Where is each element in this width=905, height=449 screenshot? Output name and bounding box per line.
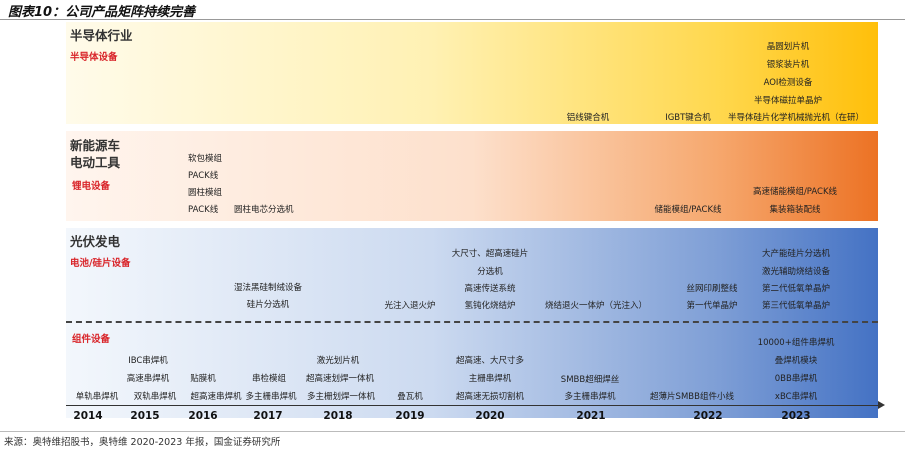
- product-2020-pv-4: 氢钝化烧结炉: [464, 301, 516, 311]
- product-2023-semi-3: AOI检测设备: [763, 78, 813, 88]
- product-2021-pv: 烧结退火一体炉（光注入）: [544, 301, 648, 311]
- module-2015-1: IBC串焊机: [128, 356, 168, 366]
- product-2023-pv-4: 第三代低氧单晶炉: [761, 301, 831, 311]
- year-2022: 2022: [693, 410, 723, 422]
- module-2017-2: 多主栅串焊机: [245, 392, 297, 402]
- product-2022-pv-1: 丝网印刷整线: [686, 284, 738, 294]
- year-2016: 2016: [188, 410, 218, 422]
- module-2020-2: 主栅串焊机: [468, 374, 512, 384]
- module-2023-4: xBC串焊机: [774, 392, 818, 402]
- photovoltaic-title: 光伏发电: [70, 234, 121, 249]
- figure-title: 图表10：公司产品矩阵持续完善: [8, 5, 196, 20]
- product-2019-pv: 光注入退火炉: [384, 301, 436, 311]
- module-2016-1: 贴膜机: [190, 374, 216, 384]
- module-2017-1: 串检模组: [251, 374, 287, 384]
- product-2022-pv-2: 第一代单晶炉: [686, 301, 738, 311]
- timeline-axis: [66, 405, 882, 406]
- product-2023-pv-2: 激光辅助烧结设备: [761, 267, 831, 277]
- semiconductor-title: 半导体行业: [70, 28, 133, 43]
- timeline-arrow-icon: [878, 401, 885, 409]
- product-2016-ev-3: 圆柱模组: [188, 188, 223, 198]
- year-2020: 2020: [475, 410, 505, 422]
- module-2020-1: 超高速、大尺寸多: [455, 356, 525, 366]
- year-2014: 2014: [73, 410, 103, 422]
- module-divider: [66, 321, 878, 323]
- product-2023-pv-3: 第二代低氧单晶炉: [761, 284, 831, 294]
- module-2018-3: 多主栅划焊一体机: [306, 392, 376, 402]
- new-energy-title-1: 新能源车: [70, 138, 121, 153]
- product-2020-pv-3: 高速传送系统: [464, 284, 516, 294]
- product-2022-ev: 储能模组/PACK线: [654, 205, 722, 215]
- product-2016-ev-1: 软包模组: [188, 154, 223, 164]
- product-2016-ev-4: PACK线: [188, 205, 219, 215]
- product-2023-ev-1: 高速储能模组/PACK线: [752, 187, 838, 197]
- module-2018-2: 超高速划焊一体机: [305, 374, 375, 384]
- semiconductor-subtitle: 半导体设备: [70, 52, 118, 63]
- title-rule: [0, 19, 905, 20]
- module-2020-3: 超高速无损切割机: [455, 392, 525, 402]
- new-energy-title-2: 电动工具: [70, 155, 121, 170]
- new-energy-subtitle: 锂电设备: [72, 181, 111, 192]
- product-2021-semi: 铝线键合机: [566, 113, 610, 123]
- module-2015-3: 双轨串焊机: [133, 392, 177, 402]
- year-2021: 2021: [576, 410, 606, 422]
- product-2022-semi: IGBT键合机: [665, 113, 711, 123]
- product-2023-pv-1: 大产能硅片分选机: [761, 249, 831, 259]
- module-2016-2: 超高速串焊机: [190, 392, 242, 402]
- year-2019: 2019: [395, 410, 425, 422]
- source-rule: [0, 431, 905, 432]
- product-2023-semi-1: 晶圆划片机: [766, 42, 810, 52]
- product-2017-ev: 圆柱电芯分选机: [234, 205, 294, 215]
- source-note: 来源：奥特维招股书，奥特维 2020-2023 年报，国金证券研究所: [4, 437, 281, 448]
- product-2023-semi-4: 半导体磁拉单晶炉: [753, 96, 823, 106]
- module-2019: 叠瓦机: [397, 392, 423, 402]
- module-2021-2: 多主栅串焊机: [564, 392, 616, 402]
- year-2018: 2018: [323, 410, 353, 422]
- module-2021-1: SMBB超细焊丝: [560, 375, 620, 385]
- module-2023-3: 0BB串焊机: [774, 374, 818, 384]
- product-2017-pv-2: 硅片分选机: [246, 300, 290, 310]
- product-2020-pv-2: 分选机: [477, 267, 503, 277]
- module-subtitle: 组件设备: [72, 334, 111, 345]
- product-2023-semi-5: 半导体硅片化学机械抛光机（在研）: [727, 113, 865, 123]
- module-2022: 超薄片SMBB组件小线: [650, 392, 734, 402]
- year-2017: 2017: [253, 410, 283, 422]
- year-2015: 2015: [130, 410, 160, 422]
- new-energy-band: [66, 131, 878, 221]
- module-2015-2: 高速串焊机: [126, 374, 170, 384]
- photovoltaic-subtitle: 电池/硅片设备: [70, 258, 131, 269]
- module-2023-1: 10000+组件串焊机: [757, 338, 835, 348]
- product-2016-ev-2: PACK线: [188, 171, 219, 181]
- product-2023-semi-2: 银浆装片机: [766, 60, 810, 70]
- module-2018-1: 激光划片机: [316, 356, 360, 366]
- product-2020-pv-1: 大尺寸、超高速硅片: [451, 249, 529, 259]
- year-2023: 2023: [781, 410, 811, 422]
- product-2023-ev-2: 集装箱装配线: [769, 205, 821, 215]
- product-2017-pv-1: 湿法黑硅制绒设备: [233, 283, 303, 293]
- module-2023-2: 叠焊机模块: [774, 356, 818, 366]
- photovoltaic-band: [66, 228, 878, 418]
- semiconductor-band: [66, 22, 878, 124]
- module-2014: 单轨串焊机: [75, 392, 119, 402]
